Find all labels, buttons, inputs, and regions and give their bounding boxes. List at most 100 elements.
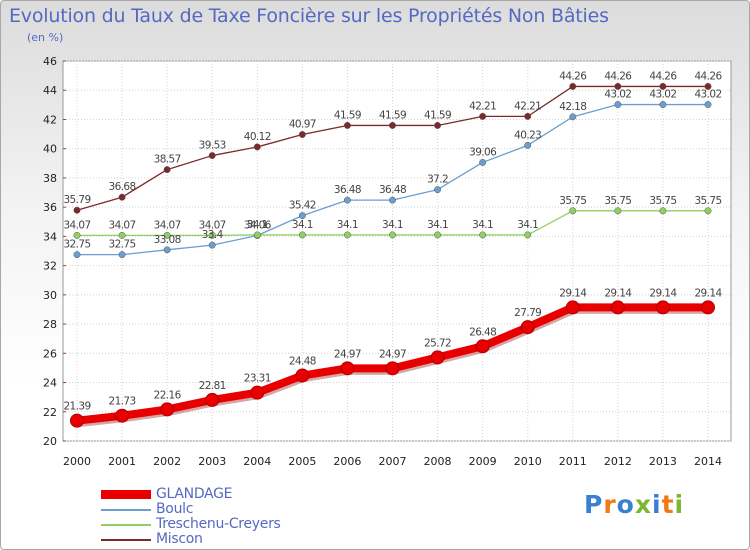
x-tick-label: 2013 — [649, 455, 677, 468]
proxiti-logo: Proxiti — [584, 490, 684, 519]
data-point — [118, 193, 126, 201]
data-point — [434, 186, 442, 194]
data-label: 34.1 — [427, 219, 448, 231]
data-point — [659, 207, 667, 215]
x-tick-label: 2010 — [514, 455, 542, 468]
data-label: 32.75 — [109, 239, 136, 251]
data-label: 44.26 — [649, 70, 677, 82]
data-label: 36.48 — [334, 184, 361, 196]
y-tick-label: 42 — [43, 113, 57, 126]
data-label: 25.72 — [424, 337, 451, 349]
data-label: 34.1 — [517, 219, 538, 231]
data-point — [520, 320, 535, 335]
x-tick-label: 2012 — [604, 455, 632, 468]
data-label: 43.02 — [649, 89, 676, 101]
data-label: 44.26 — [604, 70, 632, 82]
logo-letter: o — [616, 490, 635, 519]
data-point — [434, 231, 442, 239]
legend-label: GLANDAGE — [156, 486, 233, 502]
data-label: 44.26 — [559, 70, 587, 82]
data-label: 34.1 — [337, 219, 358, 231]
data-point — [524, 141, 532, 149]
data-point — [340, 361, 355, 376]
data-point — [610, 300, 625, 315]
data-point — [385, 361, 400, 376]
data-point — [389, 196, 396, 204]
data-label: 26.48 — [469, 326, 496, 338]
data-label: 35.42 — [289, 200, 316, 212]
data-label: 32.75 — [63, 239, 90, 251]
data-label: 33.4 — [202, 229, 224, 241]
data-label: 27.79 — [514, 307, 541, 319]
data-label: 33.08 — [154, 234, 181, 246]
data-label: 35.75 — [559, 195, 586, 207]
data-label: 34.07 — [199, 219, 226, 231]
x-tick-label: 2014 — [694, 455, 722, 468]
data-point — [73, 251, 81, 259]
x-tick-label: 2006 — [333, 455, 361, 468]
data-label: 42.18 — [559, 101, 586, 113]
data-label: 36.48 — [379, 184, 406, 196]
data-label: 34.07 — [63, 219, 90, 231]
data-point — [701, 300, 715, 315]
data-label: 29.14 — [649, 287, 677, 299]
data-label: 38.57 — [154, 154, 181, 166]
data-point — [160, 402, 175, 417]
x-tick-label: 2008 — [424, 455, 452, 468]
chart-unit: (en %) — [27, 31, 64, 44]
data-labels-layer: 35.79 36.68 38.57 39.53 40.12 40.97 41.59 41.59… — [63, 70, 723, 413]
data-point — [524, 112, 532, 120]
data-label: 24.97 — [334, 348, 361, 360]
data-point — [565, 300, 580, 315]
data-label: 42.21 — [514, 100, 541, 112]
data-label: 41.59 — [379, 109, 406, 121]
y-tick-label: 32 — [43, 260, 57, 273]
data-label: 21.39 — [63, 401, 90, 413]
chart-title: Evolution du Taux de Taxe Foncière sur l… — [9, 5, 609, 27]
data-label: 41.59 — [424, 109, 451, 121]
data-point — [253, 231, 261, 239]
legend-label: Treschenu-Creyers — [156, 516, 281, 532]
data-point — [115, 408, 130, 423]
data-point — [704, 82, 712, 90]
y-tick-label: 20 — [43, 435, 57, 448]
data-label: 21.73 — [109, 396, 136, 408]
data-label: 29.14 — [559, 287, 587, 299]
data-point — [704, 207, 712, 215]
data-label: 43.02 — [604, 89, 631, 101]
legend-swatch — [101, 509, 151, 511]
y-axis-ticks: 20 22 24 26 28 30 32 34 36 38 40 42 44 46 — [43, 55, 66, 448]
data-point — [569, 82, 577, 90]
data-label: 37.2 — [427, 174, 448, 186]
y-tick-label: 34 — [43, 230, 57, 243]
data-point — [163, 246, 171, 254]
y-tick-label: 38 — [43, 172, 57, 185]
data-label: 22.81 — [199, 380, 226, 392]
data-point — [614, 101, 622, 109]
data-point — [434, 122, 442, 129]
data-point — [479, 158, 487, 166]
x-tick-label: 2001 — [108, 455, 136, 468]
data-point — [659, 101, 667, 109]
data-point — [659, 82, 667, 90]
data-label: 41.59 — [334, 109, 361, 121]
logo-letter: P — [584, 490, 604, 519]
data-label: 44.26 — [694, 70, 722, 82]
y-tick-label: 36 — [43, 201, 57, 214]
data-point — [479, 231, 487, 239]
data-point — [253, 143, 261, 151]
data-point — [343, 231, 351, 239]
data-label: 40.97 — [289, 119, 316, 131]
data-point — [295, 368, 310, 383]
data-point — [118, 231, 126, 239]
x-axis-ticks: 2000 2001 2002 2003 2004 2005 2006 2007 2008 2009… — [63, 455, 722, 468]
data-point — [343, 196, 351, 204]
data-label: 34.07 — [154, 219, 181, 231]
logo-letter: i — [652, 490, 662, 519]
data-label: 22.16 — [154, 389, 182, 401]
legend-swatch — [101, 524, 151, 526]
data-label: 35.75 — [694, 195, 721, 207]
data-point — [205, 392, 220, 407]
data-label: 40.23 — [514, 129, 541, 141]
data-point — [208, 241, 216, 249]
